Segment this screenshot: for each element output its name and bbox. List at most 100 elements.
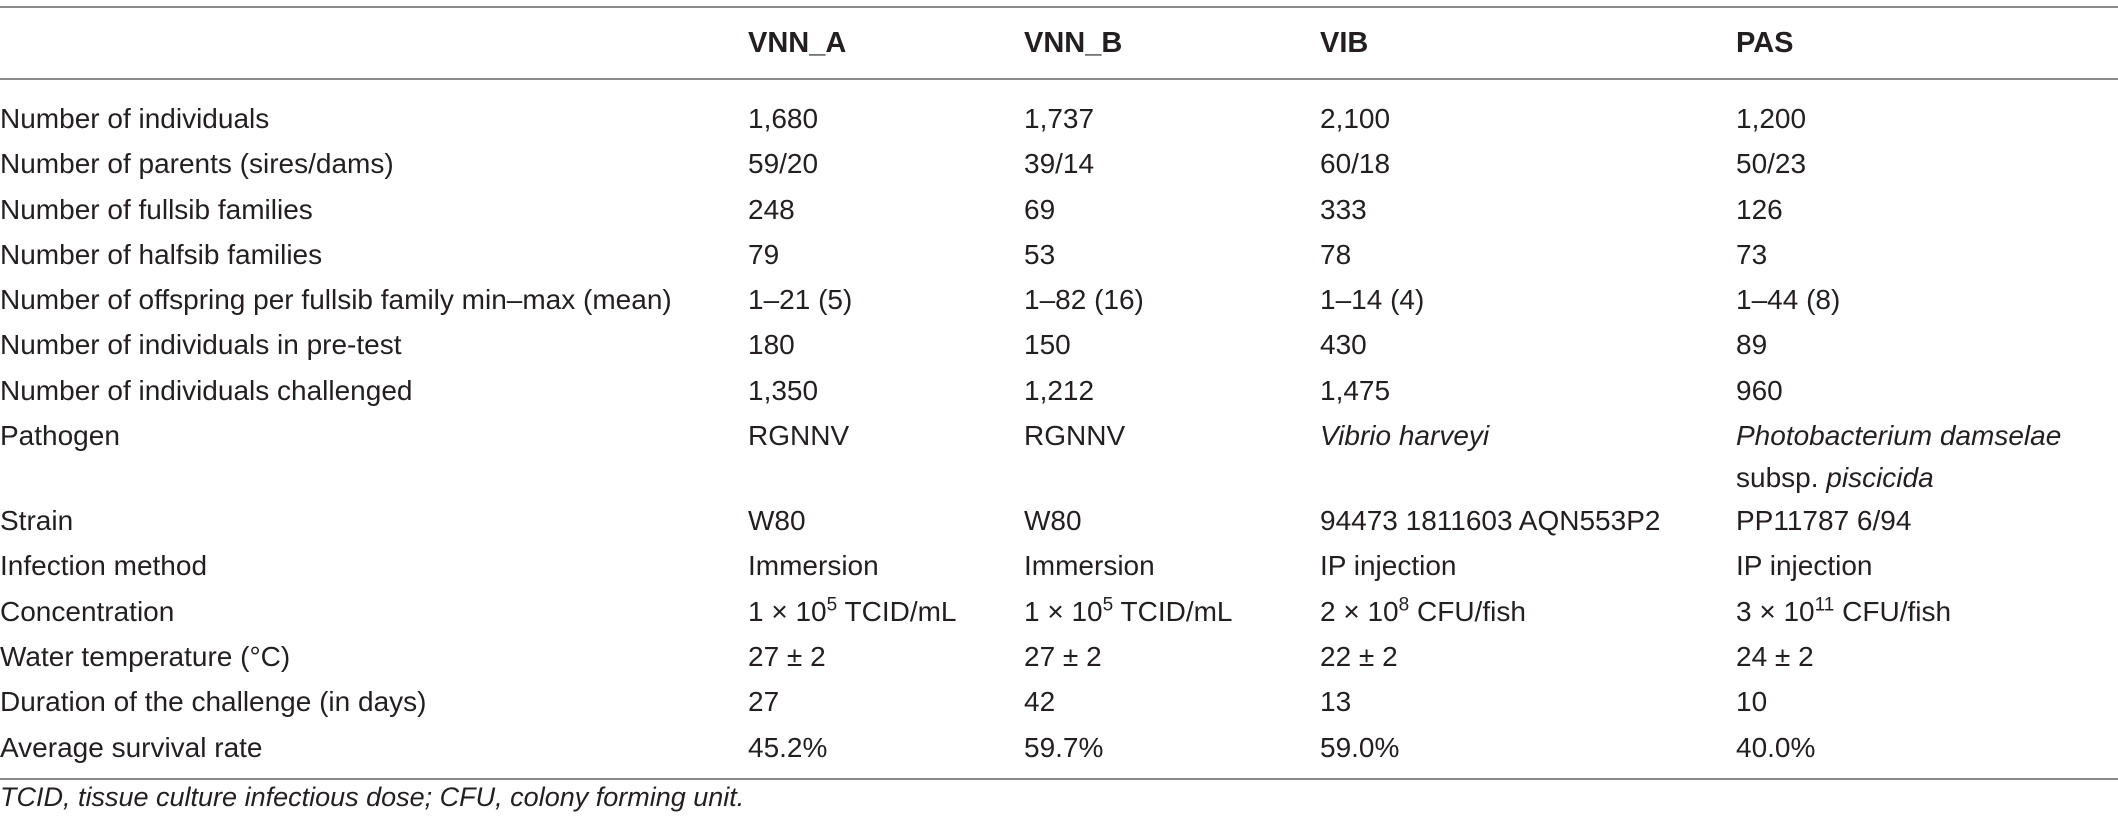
table-cell: 1 × 105 TCID/mL xyxy=(1024,589,1320,634)
conc-exponent: 8 xyxy=(1398,594,1410,616)
table-cell: 1,737 xyxy=(1024,103,1095,134)
row-label: Concentration xyxy=(0,595,175,627)
data-table: VNN_A VNN_B VIB PAS Number of individual… xyxy=(0,6,2118,780)
table-cell: 3 × 1011 CFU/fish xyxy=(1736,589,2118,634)
table-row: Number of individuals 1,680 1,737 2,100 … xyxy=(0,79,2118,141)
row-label: Water temperature (°C) xyxy=(0,640,291,672)
row-label: Number of offspring per fullsib family m… xyxy=(0,284,672,316)
table-row: Number of individuals challenged 1,350 1… xyxy=(0,368,2118,413)
table-cell: 89 xyxy=(1736,329,1768,361)
conc-unit: TCID/mL xyxy=(837,595,957,627)
table-cell: 27 xyxy=(748,686,780,718)
table-cell: 1,200 xyxy=(1736,103,1807,134)
table-cell: 78 xyxy=(1320,238,1352,270)
table-cell: 248 xyxy=(748,193,795,225)
table-cell: 180 xyxy=(748,329,795,361)
row-label: Number of individuals xyxy=(0,103,270,134)
table-cell: 53 xyxy=(1024,238,1056,270)
subspecies-line: subsp. piscicida xyxy=(1736,458,2118,498)
subspecies-name: piscicida xyxy=(1826,462,1934,494)
table-row-pathogen: Pathogen RGNNV RGNNV Vibrio harveyi Phot… xyxy=(0,413,2118,498)
table-cell: 1,350 xyxy=(748,374,819,406)
conc-base: 1 × 10 xyxy=(748,595,827,627)
table-cell: IP injection xyxy=(1320,550,1457,582)
table-row: Number of individuals in pre-test 180 15… xyxy=(0,322,2118,367)
table-cell: 79 xyxy=(748,238,780,270)
table-cell: IP injection xyxy=(1736,550,1873,582)
conc-exponent: 11 xyxy=(1814,594,1835,616)
table-cell: 1,212 xyxy=(1024,374,1095,406)
table-row: Water temperature (°C) 27 ± 2 27 ± 2 22 … xyxy=(0,634,2118,679)
table-cell: 1 × 105 TCID/mL xyxy=(748,589,1024,634)
table-cell: 1–44 (8) xyxy=(1736,284,1841,316)
table-cell: Vibrio harveyi xyxy=(1320,413,1736,498)
table-cell: W80 xyxy=(1024,505,1082,537)
conc-base: 3 × 10 xyxy=(1736,595,1815,627)
header-cell-pas: PAS xyxy=(1736,6,2118,80)
table-cell: 59.7% xyxy=(1024,724,1320,780)
row-label: Number of halfsib families xyxy=(0,238,323,270)
table-cell: 1–82 (16) xyxy=(1024,284,1144,316)
table-cell: 45.2% xyxy=(748,724,1024,780)
table-cell: Immersion xyxy=(1024,550,1155,582)
conc-base: 1 × 10 xyxy=(1024,595,1103,627)
row-label: Strain xyxy=(0,505,74,537)
table-cell: 22 ± 2 xyxy=(1320,640,1398,672)
table-cell: 2 × 108 CFU/fish xyxy=(1320,589,1736,634)
row-label: Number of parents (sires/dams) xyxy=(0,148,394,180)
conc-unit: CFU/fish xyxy=(1409,595,1526,627)
table-cell: 13 xyxy=(1320,686,1352,718)
table-cell: 42 xyxy=(1024,686,1056,718)
row-label: Average survival rate xyxy=(0,724,748,780)
table-cell: 150 xyxy=(1024,329,1071,361)
table-cell: 40.0% xyxy=(1736,724,2118,780)
table-row: Number of halfsib families 79 53 78 73 xyxy=(0,232,2118,277)
table-cell: 2,100 xyxy=(1320,103,1391,134)
table-row-concentration: Concentration 1 × 105 TCID/mL 1 × 105 TC… xyxy=(0,589,2118,634)
conc-base: 2 × 10 xyxy=(1320,595,1399,627)
row-label: Duration of the challenge (in days) xyxy=(0,686,427,718)
header-cell-vnn-a: VNN_A xyxy=(748,6,1024,80)
table-cell: 50/23 xyxy=(1736,148,1807,180)
table-cell: 1–14 (4) xyxy=(1320,284,1425,316)
header-cell-vib: VIB xyxy=(1320,6,1736,80)
table-row: Number of fullsib families 248 69 333 12… xyxy=(0,187,2118,232)
table-footnote: TCID, tissue culture infectious dose; CF… xyxy=(0,782,745,812)
table-row: Duration of the challenge (in days) 27 4… xyxy=(0,679,2118,724)
table-cell: 27 ± 2 xyxy=(748,640,826,672)
table-cell: 59/20 xyxy=(748,148,819,180)
table-cell: 333 xyxy=(1320,193,1367,225)
table-cell: 39/14 xyxy=(1024,148,1095,180)
table-row: Strain W80 W80 94473 1811603 AQN553P2 PP… xyxy=(0,498,2118,543)
table-cell: RGNNV xyxy=(1024,420,1126,452)
row-label: Number of individuals in pre-test xyxy=(0,329,402,361)
table-cell: 10 xyxy=(1736,686,1768,718)
table-cell: 59.0% xyxy=(1320,724,1736,780)
conc-exponent: 5 xyxy=(826,594,838,616)
header-row: VNN_A VNN_B VIB PAS xyxy=(0,6,2118,80)
table-cell: 27 ± 2 xyxy=(1024,640,1102,672)
row-label: Number of fullsib families xyxy=(0,193,313,225)
table-row: Infection method Immersion Immersion IP … xyxy=(0,543,2118,588)
conc-unit: CFU/fish xyxy=(1834,595,1952,627)
header-cell-empty xyxy=(0,6,748,80)
table-cell: 24 ± 2 xyxy=(1736,640,1814,672)
species-name: Photobacterium damselae xyxy=(1736,420,2062,452)
subspecies-prefix: subsp. xyxy=(1736,462,1827,494)
species-name: Vibrio harveyi xyxy=(1320,420,1490,452)
table-cell: Photobacterium damselae subsp. piscicida xyxy=(1736,413,2118,498)
conc-exponent: 5 xyxy=(1102,594,1114,616)
header-cell-vnn-b: VNN_B xyxy=(1024,6,1320,80)
table-cell: W80 xyxy=(748,505,806,537)
table-row: Number of parents (sires/dams) 59/20 39/… xyxy=(0,141,2118,186)
row-label: Pathogen xyxy=(0,420,120,452)
table-cell: 94473 1811603 AQN553P2 xyxy=(1320,505,1661,537)
table-cell: 69 xyxy=(1024,193,1056,225)
table-cell: 60/18 xyxy=(1320,148,1391,180)
table-cell: 73 xyxy=(1736,238,1768,270)
table-row: Number of offspring per fullsib family m… xyxy=(0,277,2118,322)
row-label: Infection method xyxy=(0,550,208,582)
table-cell: RGNNV xyxy=(748,420,850,452)
table-cell: 126 xyxy=(1736,193,1783,225)
